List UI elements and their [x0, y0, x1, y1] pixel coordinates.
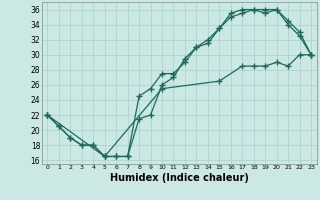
X-axis label: Humidex (Indice chaleur): Humidex (Indice chaleur) [110, 173, 249, 183]
